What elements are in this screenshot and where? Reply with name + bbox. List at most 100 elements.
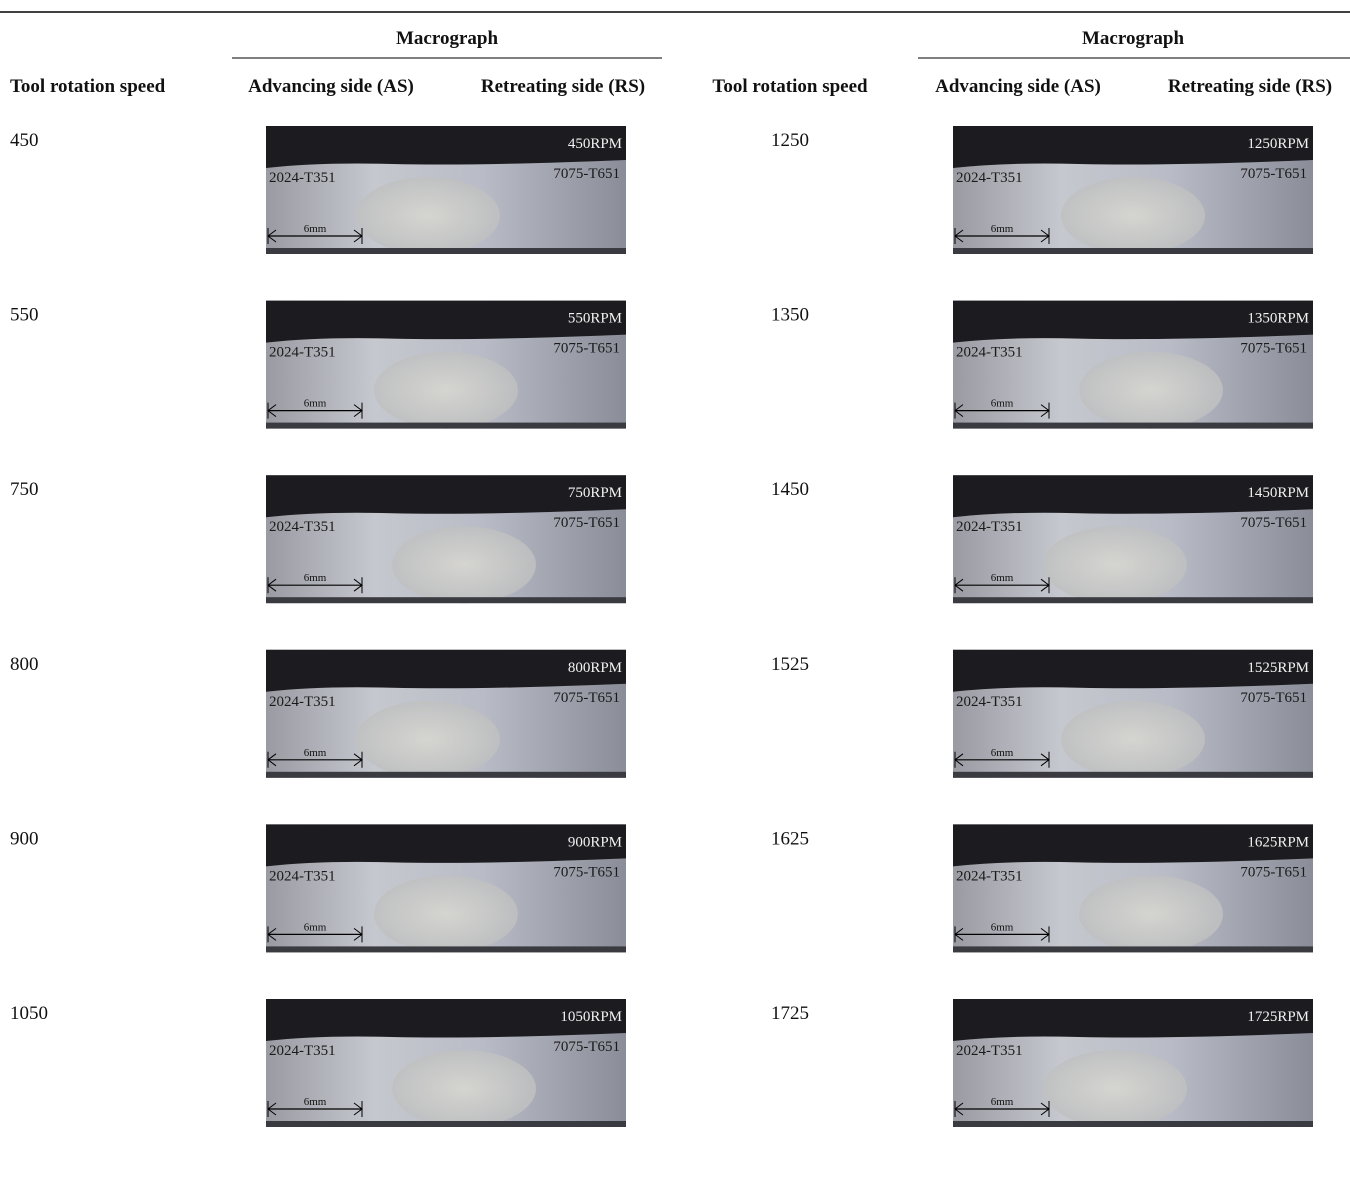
scale-label: 6mm: [991, 223, 1014, 235]
as-label: 2024-T351: [269, 694, 336, 710]
table-page: Macrograph Macrograph 450 1250 450RPM 2024-…: [0, 0, 1350, 1184]
macrograph: 1350RPM 2024-T351 7075-T651 6mm: [953, 301, 1313, 429]
macrograph: 1050RPM 2024-T351 7075-T651 6mm: [266, 999, 626, 1127]
rs-label: 7075-T651: [1240, 341, 1307, 357]
scale-label: 6mm: [304, 747, 327, 759]
scale-label: 6mm: [991, 398, 1014, 410]
scale-label: 6mm: [991, 1096, 1014, 1108]
stir-zone: [1061, 701, 1205, 778]
stir-zone: [1043, 1050, 1187, 1127]
macrograph: 900RPM 2024-T351 7075-T651 6mm: [266, 824, 626, 952]
macrograph: 750RPM 2024-T351 7075-T651 6mm: [266, 475, 626, 603]
speed-cell: 1050: [10, 1003, 48, 1024]
rpm-label: 450RPM: [568, 136, 622, 152]
macrograph: 1725RPM 2024-T351 6mm: [953, 999, 1313, 1127]
macrograph: 550RPM 2024-T351 7075-T651 6mm: [266, 301, 626, 429]
rs-label: 7075-T651: [1240, 166, 1307, 182]
as-label: 2024-T351: [956, 868, 1023, 884]
base-line: [953, 423, 1313, 429]
stir-zone: [1061, 177, 1205, 254]
macrograph: 1625RPM 2024-T351 7075-T651 6mm: [953, 824, 1313, 952]
column-header: Advancing side (AS): [248, 76, 414, 97]
as-label: 2024-T351: [269, 868, 336, 884]
speed-cell: 1250: [771, 130, 809, 151]
speed-cell: 1725: [771, 1003, 809, 1024]
macrograph: 1250RPM 2024-T351 7075-T651 6mm: [953, 126, 1313, 254]
base-line: [953, 248, 1313, 254]
as-label: 2024-T351: [956, 345, 1023, 361]
rpm-label: 1350RPM: [1247, 311, 1309, 327]
speed-cell: 1525: [771, 654, 809, 675]
rs-label: 7075-T651: [553, 1039, 620, 1055]
speed-cell: 1350: [771, 305, 809, 326]
stir-zone: [1079, 352, 1223, 429]
base-line: [953, 597, 1313, 603]
stir-zone: [356, 701, 500, 778]
as-label: 2024-T351: [956, 170, 1023, 186]
speed-cell: 1625: [771, 828, 809, 849]
group-header: Macrograph: [1082, 28, 1184, 49]
rs-label: 7075-T651: [1240, 690, 1307, 706]
as-label: 2024-T351: [269, 170, 336, 186]
as-label: 2024-T351: [269, 345, 336, 361]
base-line: [266, 772, 626, 778]
as-label: 2024-T351: [269, 1043, 336, 1059]
rs-label: 7075-T651: [553, 690, 620, 706]
rpm-label: 1625RPM: [1247, 834, 1309, 850]
rpm-label: 900RPM: [568, 834, 622, 850]
speed-cell: 1450: [771, 479, 809, 500]
scale-label: 6mm: [991, 747, 1014, 759]
column-header: Retreating side (RS): [1168, 76, 1332, 97]
base-line: [266, 597, 626, 603]
as-label: 2024-T351: [956, 1043, 1023, 1059]
stir-zone: [392, 526, 536, 603]
column-header: Retreating side (RS): [481, 76, 645, 97]
column-header: Tool rotation speed: [712, 76, 868, 97]
rs-label: 7075-T651: [553, 341, 620, 357]
scale-label: 6mm: [304, 223, 327, 235]
as-label: 2024-T351: [956, 519, 1023, 535]
rs-label: 7075-T651: [553, 864, 620, 880]
scale-label: 6mm: [304, 398, 327, 410]
rpm-label: 1725RPM: [1247, 1009, 1309, 1025]
speed-cell: 900: [10, 828, 39, 849]
stir-zone: [392, 1050, 536, 1127]
rpm-label: 1250RPM: [1247, 136, 1309, 152]
base-line: [266, 248, 626, 254]
speed-cell: 450: [10, 130, 39, 151]
column-header: Tool rotation speed: [10, 76, 166, 97]
stir-zone: [1043, 526, 1187, 603]
macrograph: 450RPM 2024-T351 7075-T651 6mm: [266, 126, 626, 254]
as-label: 2024-T351: [269, 519, 336, 535]
base-line: [266, 1121, 626, 1127]
stir-zone: [374, 352, 518, 429]
base-line: [953, 772, 1313, 778]
base-line: [266, 946, 626, 952]
rpm-label: 800RPM: [568, 660, 622, 676]
rs-label: 7075-T651: [1240, 864, 1307, 880]
rpm-label: 1525RPM: [1247, 660, 1309, 676]
rpm-label: 1450RPM: [1247, 485, 1309, 501]
stir-zone: [356, 177, 500, 254]
macrograph: 800RPM 2024-T351 7075-T651 6mm: [266, 650, 626, 778]
rpm-label: 750RPM: [568, 485, 622, 501]
scale-label: 6mm: [991, 921, 1014, 933]
scale-label: 6mm: [304, 921, 327, 933]
as-label: 2024-T351: [956, 694, 1023, 710]
speed-cell: 800: [10, 654, 39, 675]
scale-label: 6mm: [304, 572, 327, 584]
rs-label: 7075-T651: [1240, 515, 1307, 531]
macrograph: 1525RPM 2024-T351 7075-T651 6mm: [953, 650, 1313, 778]
base-line: [266, 423, 626, 429]
rs-label: 7075-T651: [553, 166, 620, 182]
base-line: [953, 946, 1313, 952]
group-header: Macrograph: [396, 28, 498, 49]
stir-zone: [1079, 876, 1223, 953]
speed-cell: 750: [10, 479, 39, 500]
rpm-label: 1050RPM: [560, 1009, 622, 1025]
speed-cell: 550: [10, 305, 39, 326]
rs-label: 7075-T651: [553, 515, 620, 531]
base-line: [953, 1121, 1313, 1127]
scale-label: 6mm: [304, 1096, 327, 1108]
rpm-label: 550RPM: [568, 311, 622, 327]
